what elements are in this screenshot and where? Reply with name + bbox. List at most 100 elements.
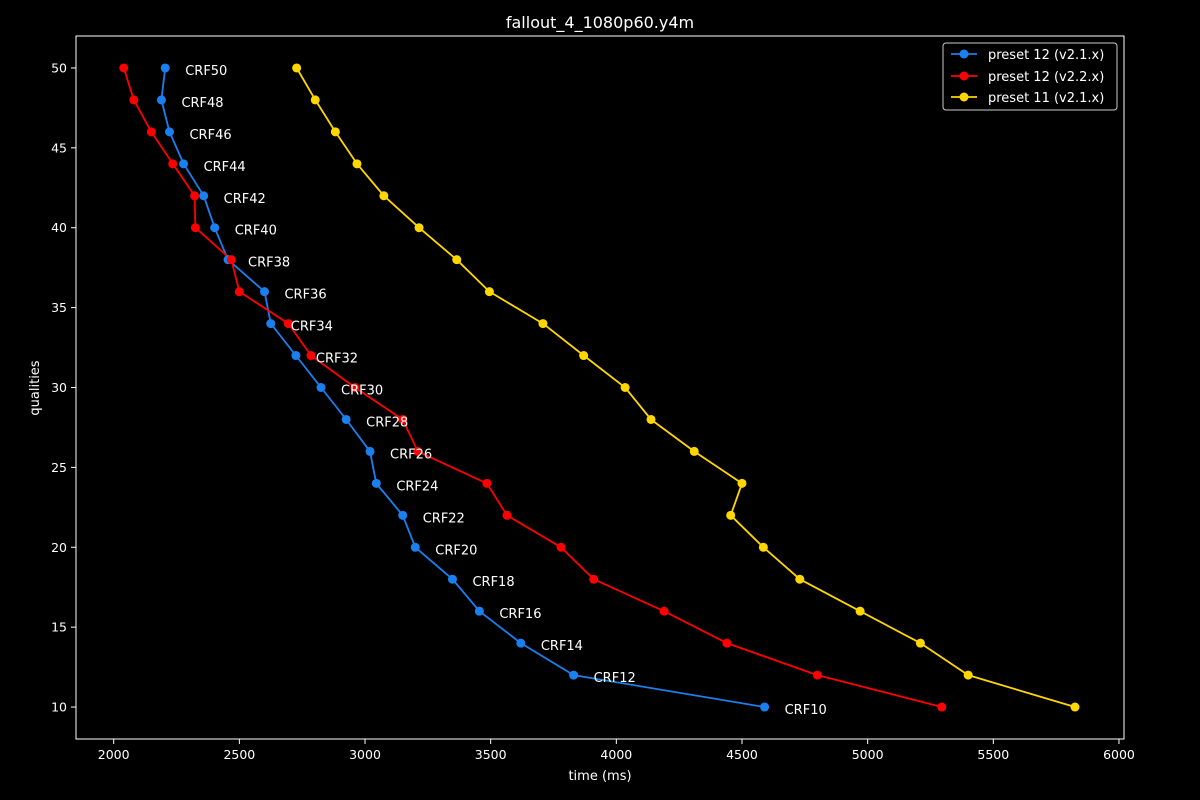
data-point-series-0 [291, 351, 301, 361]
y-tick-label: 45 [51, 140, 67, 155]
crf-label: CRF34 [291, 320, 333, 335]
data-point-series-1 [589, 574, 599, 584]
data-point-series-2 [620, 383, 630, 392]
data-point-series-1 [482, 478, 492, 488]
crf-label: CRF26 [390, 447, 432, 462]
crf-label: CRF24 [396, 479, 438, 494]
crf-label: CRF44 [204, 160, 246, 175]
data-point-series-1 [502, 510, 512, 520]
data-point-series-1 [556, 542, 566, 552]
y-tick-label: 35 [51, 300, 67, 315]
x-axis-label: time (ms) [568, 769, 631, 784]
series-points [119, 63, 1080, 712]
data-point-series-0 [341, 414, 351, 424]
data-point-series-1 [168, 159, 178, 169]
crf-label: CRF10 [785, 703, 827, 718]
data-point-series-0 [760, 702, 770, 712]
x-tick-label: 3500 [475, 747, 507, 762]
data-point-series-1 [659, 606, 669, 616]
data-point-series-2 [855, 606, 865, 616]
data-point-series-0 [371, 478, 381, 488]
data-point-series-0 [259, 287, 269, 297]
data-point-series-2 [310, 95, 320, 105]
legend-marker-1 [959, 71, 969, 81]
y-tick-label: 10 [51, 700, 67, 715]
x-tick-label: 3000 [349, 747, 381, 762]
crf-label: CRF50 [185, 64, 227, 79]
y-tick-label: 15 [51, 620, 67, 635]
data-point-series-2 [758, 542, 768, 552]
crf-label: CRF32 [316, 352, 358, 367]
crf-label: CRF16 [499, 607, 541, 622]
data-point-series-0 [160, 63, 170, 73]
data-point-series-1 [190, 191, 200, 201]
data-point-series-2 [352, 159, 362, 169]
x-tick-label: 6000 [1103, 747, 1135, 762]
data-point-series-1 [812, 670, 822, 680]
crf-annotations: CRF50 CRF48 CRF46 CRF44 CRF42 CRF40 CRF38 CRF36… [181, 64, 826, 718]
data-point-series-0 [210, 223, 220, 233]
data-point-series-1 [119, 63, 129, 73]
x-tick-label: 2500 [223, 747, 255, 762]
data-point-series-2 [726, 510, 736, 520]
x-tick-label: 4500 [726, 747, 758, 762]
legend: preset 12 (v2.1.x) preset 12 (v2.2.x) pr… [942, 42, 1118, 111]
chart-title: fallout_4_1080p60.y4m [506, 13, 694, 33]
data-point-series-1 [306, 351, 316, 361]
data-point-series-2 [379, 191, 389, 201]
legend-marker-2 [959, 92, 969, 102]
data-point-series-2 [737, 478, 747, 488]
data-point-series-0 [569, 670, 579, 680]
legend-marker-0 [959, 49, 969, 59]
data-point-series-0 [447, 574, 457, 584]
data-point-series-2 [646, 414, 656, 424]
data-point-series-2 [963, 670, 973, 680]
crf-label: CRF18 [472, 575, 514, 590]
axis-ticks: 2000 2500 3000 3500 4000 4500 5000 5500 6000 10 15… [51, 60, 1135, 762]
data-point-series-2 [579, 351, 589, 361]
data-point-series-2 [538, 319, 548, 329]
y-tick-label: 25 [51, 460, 67, 475]
data-point-series-0 [398, 510, 408, 520]
data-point-series-1 [722, 638, 732, 648]
data-point-series-0 [156, 95, 166, 105]
data-point-series-0 [199, 191, 209, 201]
data-point-series-2 [330, 127, 340, 137]
data-point-series-1 [413, 446, 423, 456]
data-point-series-1 [283, 319, 293, 329]
data-point-series-0 [365, 446, 375, 456]
y-tick-label: 30 [51, 380, 67, 395]
data-point-series-0 [179, 159, 189, 169]
data-point-series-2 [915, 638, 925, 648]
data-point-series-2 [292, 63, 302, 73]
x-tick-label: 5000 [852, 747, 884, 762]
data-point-series-0 [164, 127, 174, 137]
data-point-series-1 [234, 287, 244, 297]
data-point-series-2 [795, 574, 805, 584]
crf-label: CRF40 [235, 224, 277, 239]
legend-label-1: preset 12 (v2.2.x) [988, 70, 1104, 85]
y-tick-label: 40 [51, 220, 67, 235]
crf-label: CRF48 [181, 96, 223, 111]
data-point-series-2 [414, 223, 424, 233]
legend-label-0: preset 12 (v2.1.x) [988, 48, 1104, 63]
data-point-series-0 [516, 638, 526, 648]
data-point-series-0 [474, 606, 484, 616]
data-point-series-1 [129, 95, 139, 105]
y-tick-label: 50 [51, 60, 67, 75]
data-point-series-1 [226, 255, 236, 265]
data-point-series-2 [484, 287, 494, 297]
data-point-series-0 [316, 383, 326, 392]
legend-label-2: preset 11 (v2.1.x) [988, 91, 1104, 106]
crf-label: CRF38 [248, 256, 290, 271]
data-point-series-1 [937, 702, 947, 712]
crf-label: CRF28 [366, 415, 408, 430]
x-tick-label: 4000 [600, 747, 632, 762]
crf-label: CRF46 [189, 128, 231, 143]
crf-label: CRF30 [341, 384, 383, 399]
crf-label: CRF14 [541, 639, 583, 654]
crf-label: CRF36 [284, 288, 326, 303]
data-point-series-2 [689, 446, 699, 456]
